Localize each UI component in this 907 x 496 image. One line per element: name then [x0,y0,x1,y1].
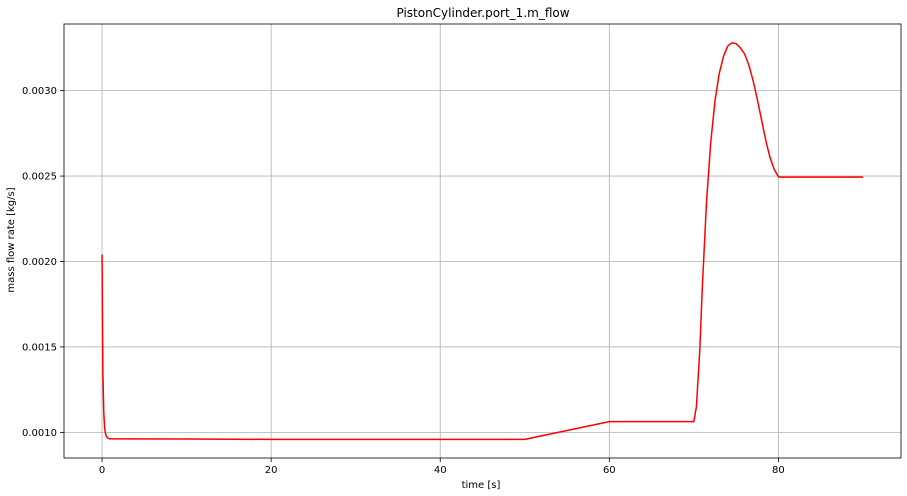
series-line [101,42,863,441]
y-tick-label: 0.0025 [22,172,57,183]
y-tick-label: 0.0015 [22,342,57,353]
x-tick-label: 80 [772,465,785,476]
plot-frame [63,23,902,459]
y-tick-label: 0.0030 [22,86,57,97]
y-tick-label: 0.0020 [22,257,57,268]
y-tick-label: 0.0010 [22,428,57,439]
chart-title: PistonCylinder.port_1.m_flow [396,6,569,20]
x-tick-label: 40 [434,465,447,476]
x-tick-label: 20 [265,465,278,476]
x-tick-label: 60 [603,465,616,476]
x-axis-label: time [s] [462,480,501,491]
y-axis-label: mass flow rate [kg/s] [6,187,17,292]
data-series [101,42,863,441]
x-axis: 0 20 40 60 80 [99,458,785,476]
x-tick-label: 0 [99,465,105,476]
y-axis: 0.0010 0.0015 0.0020 0.0025 0.0030 [22,86,64,439]
grid-lines [64,24,901,458]
